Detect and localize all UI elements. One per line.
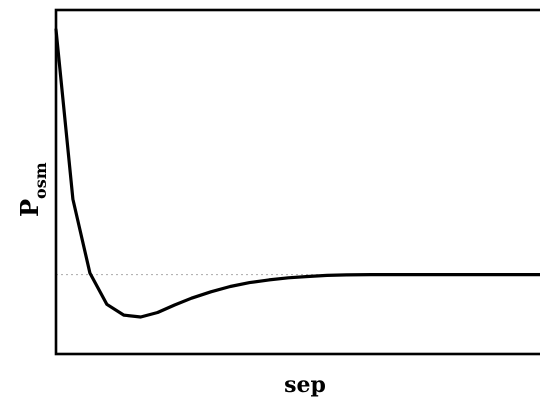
- y-axis-title-main: P: [15, 199, 44, 217]
- plot-frame: [54, 8, 540, 356]
- svg-text:Posm: Posm: [15, 162, 50, 217]
- y-axis-title: Posm: [15, 162, 50, 217]
- series-line: [54, 28, 540, 319]
- y-axis-title-subscript: osm: [31, 162, 50, 199]
- x-axis-title: sep: [284, 372, 326, 398]
